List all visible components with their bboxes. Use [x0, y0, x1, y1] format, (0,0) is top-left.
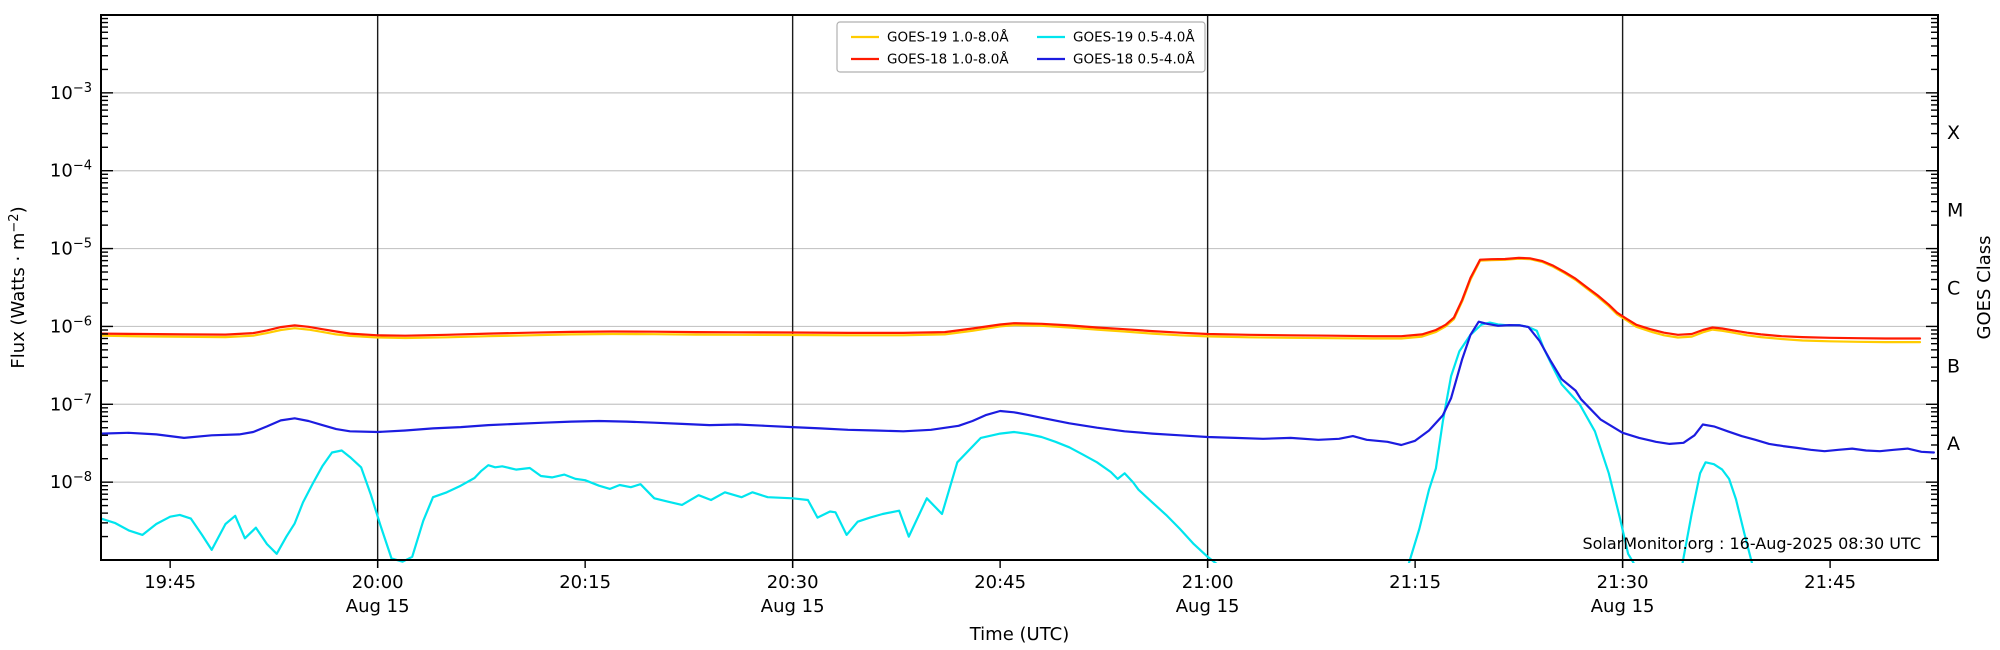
svg-text:B: B [1947, 355, 1960, 377]
svg-text:21:30: 21:30 [1597, 572, 1649, 593]
svg-text:20:45: 20:45 [974, 572, 1026, 593]
svg-text:10−8: 10−8 [50, 470, 92, 493]
svg-text:10−5: 10−5 [50, 237, 92, 260]
series-goes19_short-line [1407, 321, 1635, 563]
y-axis-title: Flux (Watts · m−2) [7, 206, 29, 368]
svg-text:20:00: 20:00 [352, 572, 404, 593]
goes-class-letters: X M C B A [1947, 122, 1963, 455]
x-axis-title: Time (UTC) [969, 624, 1070, 645]
y-axis-tick-labels: 10−3 10−4 10−5 10−6 10−7 10−8 [50, 81, 92, 493]
svg-text:21:00: 21:00 [1182, 572, 1234, 593]
legend-label: GOES-19 1.0-8.0Å [887, 29, 1009, 46]
series-goes19_long-line [101, 257, 1922, 344]
day-label: Aug 15 [1176, 596, 1240, 617]
horizontal-gridlines [101, 92, 1938, 483]
y2-axis-title: GOES Class [1974, 236, 1995, 340]
day-label: Aug 15 [1591, 596, 1655, 617]
legend-label: GOES-19 0.5-4.0Å [1073, 29, 1195, 46]
day-label: Aug 15 [346, 596, 410, 617]
svg-text:M: M [1947, 200, 1963, 222]
plot-frame [100, 14, 1939, 561]
series-goes19_short-line [101, 430, 1218, 563]
svg-text:10−7: 10−7 [50, 392, 92, 415]
day-separator-lines [376, 15, 1624, 568]
svg-text:19:45: 19:45 [144, 572, 196, 593]
legend-label: GOES-18 0.5-4.0Å [1073, 51, 1195, 68]
legend: GOES-19 1.0-8.0Å GOES-18 1.0-8.0Å GOES-19 … [836, 21, 1206, 73]
flux-series [101, 256, 1935, 563]
day-label: Aug 15 [761, 596, 825, 617]
svg-text:20:30: 20:30 [767, 572, 819, 593]
x-axis-tick-labels: 19:45 20:00 Aug 15 20:15 20:30 Aug 15 20:45 21:… [144, 572, 1856, 617]
series-goes19_short-line [1681, 461, 1754, 563]
svg-text:10−3: 10−3 [50, 81, 92, 104]
svg-text:10−4: 10−4 [50, 159, 92, 182]
y-axis-ticks [101, 17, 1938, 538]
svg-text:21:45: 21:45 [1804, 572, 1856, 593]
legend-label: GOES-18 1.0-8.0Å [887, 51, 1009, 68]
watermark-text: SolarMonitor.org : 16-Aug-2025 08:30 UTC [1582, 534, 1921, 553]
series-goes18_long-line [101, 256, 1922, 340]
svg-text:C: C [1947, 278, 1960, 300]
svg-text:A: A [1947, 433, 1960, 455]
svg-text:10−6: 10−6 [50, 314, 92, 337]
x-axis-ticks [169, 560, 1831, 568]
series-goes18_short-line [101, 320, 1935, 454]
svg-text:X: X [1947, 122, 1960, 144]
svg-text:21:15: 21:15 [1389, 572, 1441, 593]
svg-text:20:15: 20:15 [559, 572, 611, 593]
